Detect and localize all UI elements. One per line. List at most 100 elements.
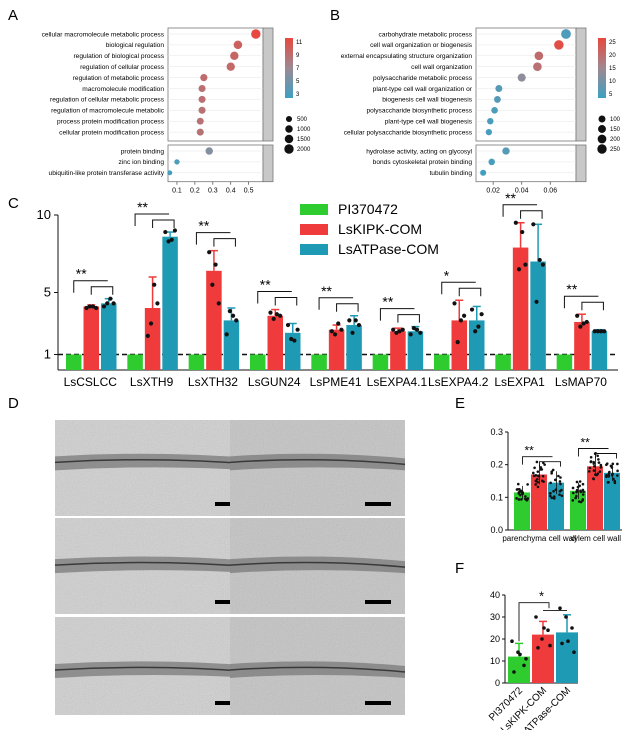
e-data-point <box>572 491 575 495</box>
go-dot <box>493 95 501 103</box>
panel-label-b: B <box>330 7 340 24</box>
e-data-point <box>607 480 610 484</box>
c-data-point <box>394 330 399 335</box>
e-significance-bracket <box>578 448 609 457</box>
c-y-tick-label: 10 <box>37 207 51 222</box>
go-x-tick-label: 0.1 <box>172 188 182 195</box>
c-data-point <box>295 327 300 332</box>
go-dot <box>198 95 206 103</box>
go-dot <box>174 159 180 165</box>
cell-wall-band <box>230 661 405 678</box>
c-data-point <box>578 324 583 329</box>
e-data-point <box>536 485 540 489</box>
c-data-point <box>462 313 467 318</box>
e-data-point <box>593 464 596 468</box>
f-significance-bracket <box>518 602 550 642</box>
go-term-label: tubulin binding <box>429 170 472 177</box>
go-dot <box>251 29 261 39</box>
c-significance-mark: ** <box>198 218 209 234</box>
c-data-point <box>531 222 536 227</box>
c-data-point <box>473 329 478 334</box>
e-data-point <box>517 492 521 495</box>
c-data-point <box>210 282 215 287</box>
go-dot <box>517 73 526 82</box>
c-significance-bracket-inner <box>152 219 175 229</box>
e-data-point <box>577 500 581 503</box>
f-data-point <box>570 626 574 630</box>
e-data-point <box>616 469 619 473</box>
go-dot <box>196 128 204 136</box>
e-data-point <box>517 498 521 501</box>
e-data-point <box>526 483 529 486</box>
c-significance-bracket <box>134 213 170 227</box>
e-data-point <box>531 471 535 475</box>
c-data-point <box>271 316 276 321</box>
f-data-point <box>540 637 544 641</box>
size-legend-label: 150 <box>610 127 621 133</box>
e-y-tick-label: 0.0 <box>490 525 503 535</box>
f-data-point <box>542 626 546 630</box>
f-y-tick-label: 10 <box>490 656 500 666</box>
c-data-point <box>268 310 273 315</box>
f-data-point <box>512 670 516 674</box>
go-strip <box>575 27 587 142</box>
cell-wall-band <box>55 556 255 574</box>
colorbar-tick: 7 <box>296 66 300 72</box>
e-data-point <box>536 480 540 484</box>
f-data-point <box>534 615 538 619</box>
go-term-label: bonds cytoskeletal protein binding <box>373 159 473 166</box>
e-data-point <box>518 493 522 497</box>
c-significance-bracket-inner <box>213 238 236 247</box>
e-data-point <box>597 458 600 461</box>
e-bar <box>604 472 620 530</box>
f-significance-mark: * <box>539 589 544 604</box>
cell-wall-band <box>55 661 255 678</box>
c-significance-bracket <box>441 281 476 295</box>
c-y-tick-label: 5 <box>44 285 51 300</box>
tem-micrographs <box>54 420 406 715</box>
e-data-point <box>592 477 595 481</box>
c-data-point <box>285 322 291 328</box>
go-dot <box>230 51 239 61</box>
e-data-point <box>548 494 552 498</box>
c-data-point <box>90 304 95 309</box>
c-significance-mark: ** <box>505 190 516 206</box>
e-data-point <box>571 486 575 490</box>
go-term-label: cellular polysaccharide biosynthetic pro… <box>344 129 473 136</box>
e-data-point <box>536 470 540 473</box>
c-bar-lskipk-com <box>451 320 467 370</box>
c-significance-mark: ** <box>382 294 393 310</box>
e-data-point <box>523 497 527 501</box>
f-data-point <box>558 606 562 610</box>
c-bar-pi370472 <box>66 354 82 370</box>
c-data-point <box>414 327 420 332</box>
c-category-label: LsCSLCC <box>64 375 118 389</box>
c-bar-lskipk-com <box>574 321 590 370</box>
e-data-point <box>559 476 562 479</box>
scale-bar <box>215 701 241 705</box>
f-data-point <box>518 652 522 657</box>
e-data-point <box>592 462 596 465</box>
c-data-point <box>172 228 178 233</box>
e-y-tick-label: 0.1 <box>490 492 503 502</box>
size-legend-label: 100 <box>610 117 621 123</box>
c-data-point <box>540 262 546 267</box>
colorbar-tick: 10 <box>609 79 616 85</box>
c-data-point <box>534 299 539 304</box>
e-data-point <box>571 499 575 502</box>
c-data-point <box>105 301 110 306</box>
go-term-label: biological regulation <box>106 42 165 49</box>
c-category-label: LsXTH32 <box>188 375 238 389</box>
middle-lamella <box>229 561 406 568</box>
e-data-point <box>598 470 602 473</box>
c-data-point <box>94 305 99 311</box>
go-dot <box>200 73 208 82</box>
f-bar <box>532 634 554 683</box>
c-data-point <box>292 338 297 343</box>
c-significance-bracket <box>379 308 415 321</box>
c-data-point <box>230 313 236 318</box>
e-data-point <box>588 466 592 470</box>
go-dot <box>485 128 493 136</box>
c-category-label: LsMAP70 <box>555 375 607 389</box>
